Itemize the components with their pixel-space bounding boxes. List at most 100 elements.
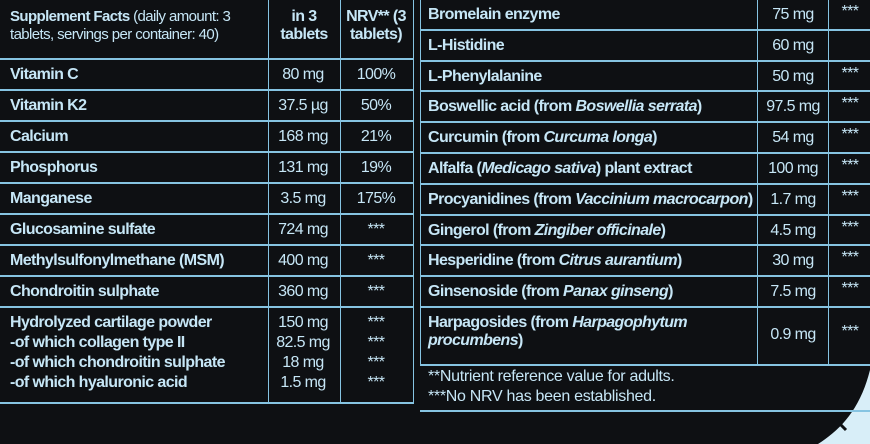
nrv: ***: [367, 314, 385, 331]
amount: 75 mg: [772, 6, 814, 23]
amount: 37.5 µg: [278, 97, 328, 114]
row-border: [0, 275, 414, 277]
nutrient-name: Glucosamine sulfate: [10, 221, 156, 238]
column-border: [340, 0, 341, 404]
nrv: ***: [841, 157, 859, 174]
ingredient-name: Boswellic acid (from Boswellia serrata): [428, 98, 748, 116]
ingredient-name: Ginsenoside (from Panax ginseng): [428, 283, 748, 301]
ingredient-name: Bromelain enzyme: [428, 6, 748, 24]
ingredient-name: L-Histidine: [428, 37, 748, 55]
name-part: L-Histidine: [428, 36, 505, 54]
row-border: [420, 121, 870, 124]
header-title: Supplement Facts (daily amount: 3 tablet…: [10, 8, 265, 44]
corner-icon: [818, 370, 870, 444]
row-border: [420, 306, 870, 308]
name-part: Hesperidine (from: [428, 252, 559, 270]
row-border: [420, 410, 870, 412]
name-part: Curcuma longa: [543, 129, 653, 147]
ingredient-name: Harpagosides (from Harpagophytum procumb…: [428, 314, 748, 350]
name-part: Gingerol (from: [428, 221, 535, 239]
nrv: ***: [367, 283, 385, 300]
row-border: [0, 151, 414, 153]
nrv: ***: [367, 221, 385, 238]
nrv: ***: [367, 252, 385, 269]
row-border: [420, 59, 870, 62]
nrv: ***: [841, 323, 859, 340]
nrv: 19%: [360, 159, 392, 176]
nrv: ***: [367, 334, 385, 351]
nrv: ***: [841, 3, 859, 20]
row-border: [0, 244, 414, 246]
nrv: ***: [841, 218, 859, 236]
title: Supplement Facts: [10, 8, 130, 25]
ingredient-name: L-Phenylalanine: [428, 68, 748, 86]
amount: 30 mg: [772, 252, 814, 270]
ingredient-name: Curcumin (from Curcuma longa): [428, 129, 748, 147]
name-part: L-Phenylalanine: [428, 67, 542, 85]
amount: 54 mg: [772, 129, 814, 147]
nutrient-name: Chondroitin sulphate: [10, 283, 159, 300]
row-border: [0, 120, 414, 122]
amount: 400 mg: [278, 252, 328, 269]
amount: 97.5 mg: [766, 98, 820, 116]
amount: 0.9 mg: [770, 326, 816, 343]
row-border: [0, 213, 414, 215]
amount: 131 mg: [278, 159, 328, 176]
nutrient-name: Calcium: [10, 128, 69, 145]
amount: 82.5 mg: [276, 334, 330, 351]
nrv: ***: [841, 280, 859, 298]
name-part: Harpagosides (from: [428, 314, 573, 331]
row-border: [0, 402, 414, 404]
nutrient-name: -of which collagen type II: [10, 334, 185, 351]
amount: 3.5 mg: [280, 190, 326, 207]
nrv: ***: [841, 95, 859, 113]
name-part: Vaccinium macrocarpon: [575, 190, 748, 208]
name-part: Curcumin (from: [428, 129, 544, 147]
footnote: **Nutrient reference value for adults.: [428, 368, 675, 385]
nrv: 50%: [360, 97, 392, 114]
nrv: ***: [367, 374, 385, 391]
name-part: ) plant extract: [595, 160, 693, 177]
amount: 4.5 mg: [770, 221, 816, 239]
amount: 724 mg: [278, 221, 328, 238]
nrv: ***: [367, 354, 385, 371]
nrv: ***: [841, 126, 859, 144]
name-part: Bromelain enzyme: [428, 6, 560, 23]
nutrient-name: Manganese: [10, 190, 92, 207]
nrv: 175%: [356, 190, 396, 207]
amount: 80 mg: [282, 66, 324, 83]
name-part: ): [652, 129, 657, 147]
amount: 360 mg: [278, 283, 328, 300]
row-border: [420, 364, 870, 366]
subtitle: (daily amount: 3 tablets, servings per c…: [10, 8, 231, 43]
name-part: ): [660, 221, 666, 239]
name-part: ): [518, 332, 523, 349]
amount: 1.7 mg: [770, 190, 816, 208]
amount: 150 mg: [278, 314, 328, 331]
amount: 100 mg: [768, 160, 818, 177]
name-part: Ginsenoside (from: [428, 283, 563, 301]
row-border: [0, 306, 414, 308]
name-part: ): [747, 190, 753, 208]
name-part: Harpagophytum procumbens: [428, 314, 688, 349]
nutrient-name: Methylsulfonylmethane (MSM): [10, 252, 225, 269]
nrv: ***: [841, 249, 859, 267]
ingredient-name: Gingerol (from Zingiber officinale): [428, 222, 748, 240]
amount: 1.5 mg: [280, 374, 326, 391]
row-border: [0, 182, 414, 184]
footnote: ***No NRV has been established.: [428, 388, 656, 405]
row-border: [0, 58, 414, 60]
row-border: [420, 213, 870, 216]
column-border: [268, 0, 269, 404]
amount: 18 mg: [282, 354, 324, 371]
row-border: [420, 90, 870, 93]
ingredient-name: Procyanidines (from Vaccinium macrocarpo…: [428, 190, 753, 209]
amount: 50 mg: [772, 67, 814, 85]
amount: 60 mg: [772, 36, 814, 54]
name-part: Boswellic acid (from: [428, 98, 576, 116]
nutrient-name: Vitamin K2: [10, 97, 87, 114]
row-border: [420, 152, 870, 154]
ingredient-name: Alfalfa (Medicago sativa) plant extract: [428, 160, 748, 178]
name-part: Zingiber officinale: [534, 221, 662, 239]
